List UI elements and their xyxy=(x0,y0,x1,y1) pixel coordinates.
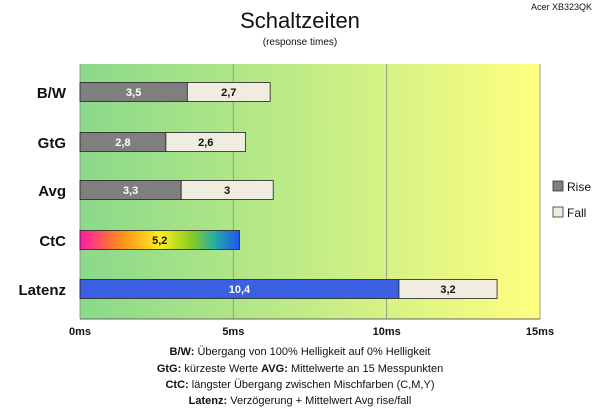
note-latenz-key: Latenz xyxy=(189,395,224,407)
bar-fall-label: 3,2 xyxy=(440,284,455,296)
bar-fall-label: 2,6 xyxy=(198,137,213,149)
legend-swatch-fall xyxy=(552,206,564,218)
note-gtg-key: GtG xyxy=(157,363,178,375)
bar-fall-label: 2,7 xyxy=(221,87,236,99)
bar-rise-label: 2,8 xyxy=(115,137,130,149)
bar-rise-label: 3,3 xyxy=(123,185,138,197)
x-tick-labels: 0ms 5ms 10ms 15ms xyxy=(69,326,554,338)
category-labels: B/W GtG Avg CtC Latenz xyxy=(18,85,66,299)
bars: 3,5 2,7 2,8 2,6 3,3 3 5,2 10,4 3,2 xyxy=(79,82,498,299)
chart-title: Schaltzeiten xyxy=(240,8,360,33)
category-label: Latenz xyxy=(18,282,66,299)
legend: Rise Fall xyxy=(552,180,591,220)
bar-fall-label: 3 xyxy=(224,185,230,197)
note-ctc-key: CtC xyxy=(165,379,185,391)
legend-label-rise: Rise xyxy=(567,180,591,194)
note-ctc-text: längster Übergang zwischen Mischfarben (… xyxy=(192,379,435,391)
note-bw: B/W: Übergang von 100% Helligkeit auf 0%… xyxy=(170,346,431,358)
note-gtg: GtG: kürzeste Werte AVG: Mittelwerte an … xyxy=(157,363,443,375)
note-latenz: Latenz: Verzögerung + Mittelwert Avg ris… xyxy=(189,395,412,407)
category-label: Avg xyxy=(38,183,66,200)
note-bw-text: Übergang von 100% Helligkeit auf 0% Hell… xyxy=(197,346,430,358)
note-avg-text: Mittelwerte an 15 Messpunkten xyxy=(291,363,443,375)
bar-rise-label: 10,4 xyxy=(229,284,251,296)
bar-fall xyxy=(165,132,246,152)
note-ctc: CtC: längster Übergang zwischen Mischfar… xyxy=(165,379,434,391)
x-tick-label: 5ms xyxy=(222,326,244,338)
category-label: GtG xyxy=(38,135,66,152)
x-tick-label: 0ms xyxy=(69,326,91,338)
bar-fall xyxy=(398,279,498,299)
note-avg-key: AVG xyxy=(261,363,284,375)
bar-fall xyxy=(180,180,274,200)
chart-subtitle: (response times) xyxy=(263,37,337,48)
model-label: Acer XB323QK xyxy=(531,2,592,12)
bar-fall xyxy=(186,82,271,102)
legend-swatch-rise xyxy=(552,180,564,192)
category-label: B/W xyxy=(37,85,67,102)
bar-rise-label: 5,2 xyxy=(152,235,167,247)
note-bw-key: B/W xyxy=(170,346,192,358)
note-gtg-text: kürzeste Werte xyxy=(184,363,258,375)
explanation-notes: B/W: Übergang von 100% Helligkeit auf 0%… xyxy=(157,346,443,407)
note-latenz-text: Verzögerung + Mittelwert Avg rise/fall xyxy=(230,395,411,407)
bar-rise-label: 3,5 xyxy=(126,87,141,99)
x-tick-label: 15ms xyxy=(526,326,554,338)
bar-rise xyxy=(79,230,240,250)
category-label: CtC xyxy=(39,233,66,250)
legend-label-fall: Fall xyxy=(567,206,586,220)
x-tick-label: 10ms xyxy=(373,326,401,338)
